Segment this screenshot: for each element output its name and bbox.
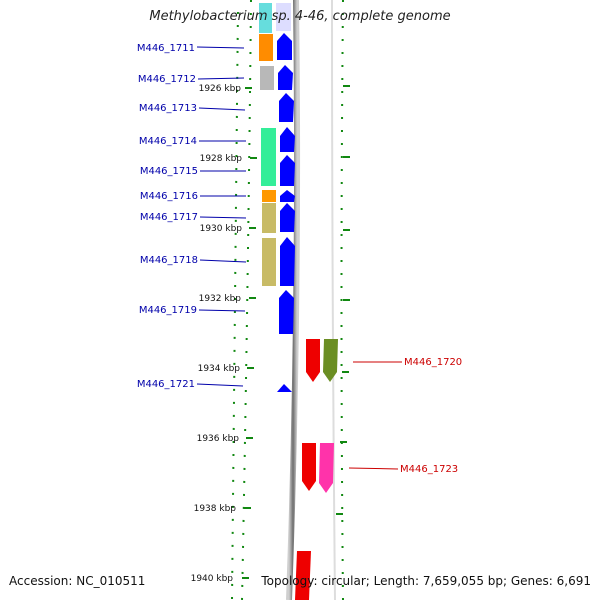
gene-arrow[interactable] xyxy=(277,384,292,392)
feature-bar-orange xyxy=(259,34,273,61)
gene-arrow[interactable] xyxy=(306,339,320,382)
gene-arrow[interactable] xyxy=(295,551,311,600)
tick-label: 1930 kbp xyxy=(200,224,243,234)
tick-label: 1928 kbp xyxy=(200,154,243,164)
gene-labels-left: M446_1711 M446_1712 M446_1713 M446_1714 … xyxy=(137,43,247,390)
gene-arrow[interactable] xyxy=(280,203,295,232)
tick-label: 1936 kbp xyxy=(197,434,240,444)
gene-labels-right: M446_1720 M446_1723 xyxy=(348,357,462,475)
gene-label[interactable]: M446_1723 xyxy=(400,464,458,475)
gene-arrow[interactable] xyxy=(323,339,338,382)
gene-arrow[interactable] xyxy=(280,155,295,186)
feature-bar-khaki xyxy=(262,238,276,286)
gene-arrow-lavender xyxy=(276,3,291,31)
gene-label[interactable]: M446_1712 xyxy=(138,74,196,85)
feature-bar-cyan xyxy=(259,3,272,33)
genome-backbone xyxy=(286,0,301,600)
tick-label: 1934 kbp xyxy=(198,364,241,374)
gene-arrow[interactable] xyxy=(280,127,295,152)
feature-bar-grey xyxy=(260,66,274,90)
gene-arrow[interactable] xyxy=(277,33,292,60)
feature-bar-green xyxy=(261,128,276,186)
gene-arrow[interactable] xyxy=(302,443,316,491)
gene-label[interactable]: M446_1713 xyxy=(139,103,197,114)
tick-label: 1932 kbp xyxy=(199,294,242,304)
gene-arrow[interactable] xyxy=(319,443,334,493)
reverse-genes xyxy=(295,339,338,600)
tick-marks xyxy=(242,85,350,579)
gene-arrow[interactable] xyxy=(280,237,295,286)
feature-track-left xyxy=(259,3,276,286)
tick-label: 1926 kbp xyxy=(199,84,242,94)
gene-arrow[interactable] xyxy=(280,190,295,202)
gene-label[interactable]: M446_1711 xyxy=(137,43,195,54)
tick-labels: 1926 kbp 1928 kbp 1930 kbp 1932 kbp 1934… xyxy=(191,84,243,584)
genome-summary-text: Topology: circular; Length: 7,659,055 bp… xyxy=(261,574,591,588)
gene-arrow[interactable] xyxy=(278,65,293,90)
accession-text: Accession: NC_010511 xyxy=(9,574,146,588)
gene-label[interactable]: M446_1714 xyxy=(139,136,197,147)
inner-guide-ring xyxy=(331,0,336,600)
inner-dotted-ring xyxy=(241,0,344,600)
gene-label[interactable]: M446_1720 xyxy=(404,357,462,368)
feature-bar-orange xyxy=(262,190,276,202)
tick-label: 1940 kbp xyxy=(191,574,234,584)
gene-label[interactable]: M446_1718 xyxy=(140,255,198,266)
gene-label[interactable]: M446_1719 xyxy=(139,305,197,316)
feature-bar-khaki xyxy=(262,203,276,233)
tick-label: 1938 kbp xyxy=(194,504,237,514)
gene-arrow[interactable] xyxy=(279,93,294,122)
gene-label[interactable]: M446_1717 xyxy=(140,212,198,223)
forward-genes xyxy=(276,3,295,392)
gene-label[interactable]: M446_1721 xyxy=(137,379,195,390)
gene-label[interactable]: M446_1715 xyxy=(140,166,198,177)
gene-label[interactable]: M446_1716 xyxy=(140,191,198,202)
map-title: Methylobacterium sp. 4-46, complete geno… xyxy=(149,9,451,24)
gene-arrow[interactable] xyxy=(279,290,294,334)
